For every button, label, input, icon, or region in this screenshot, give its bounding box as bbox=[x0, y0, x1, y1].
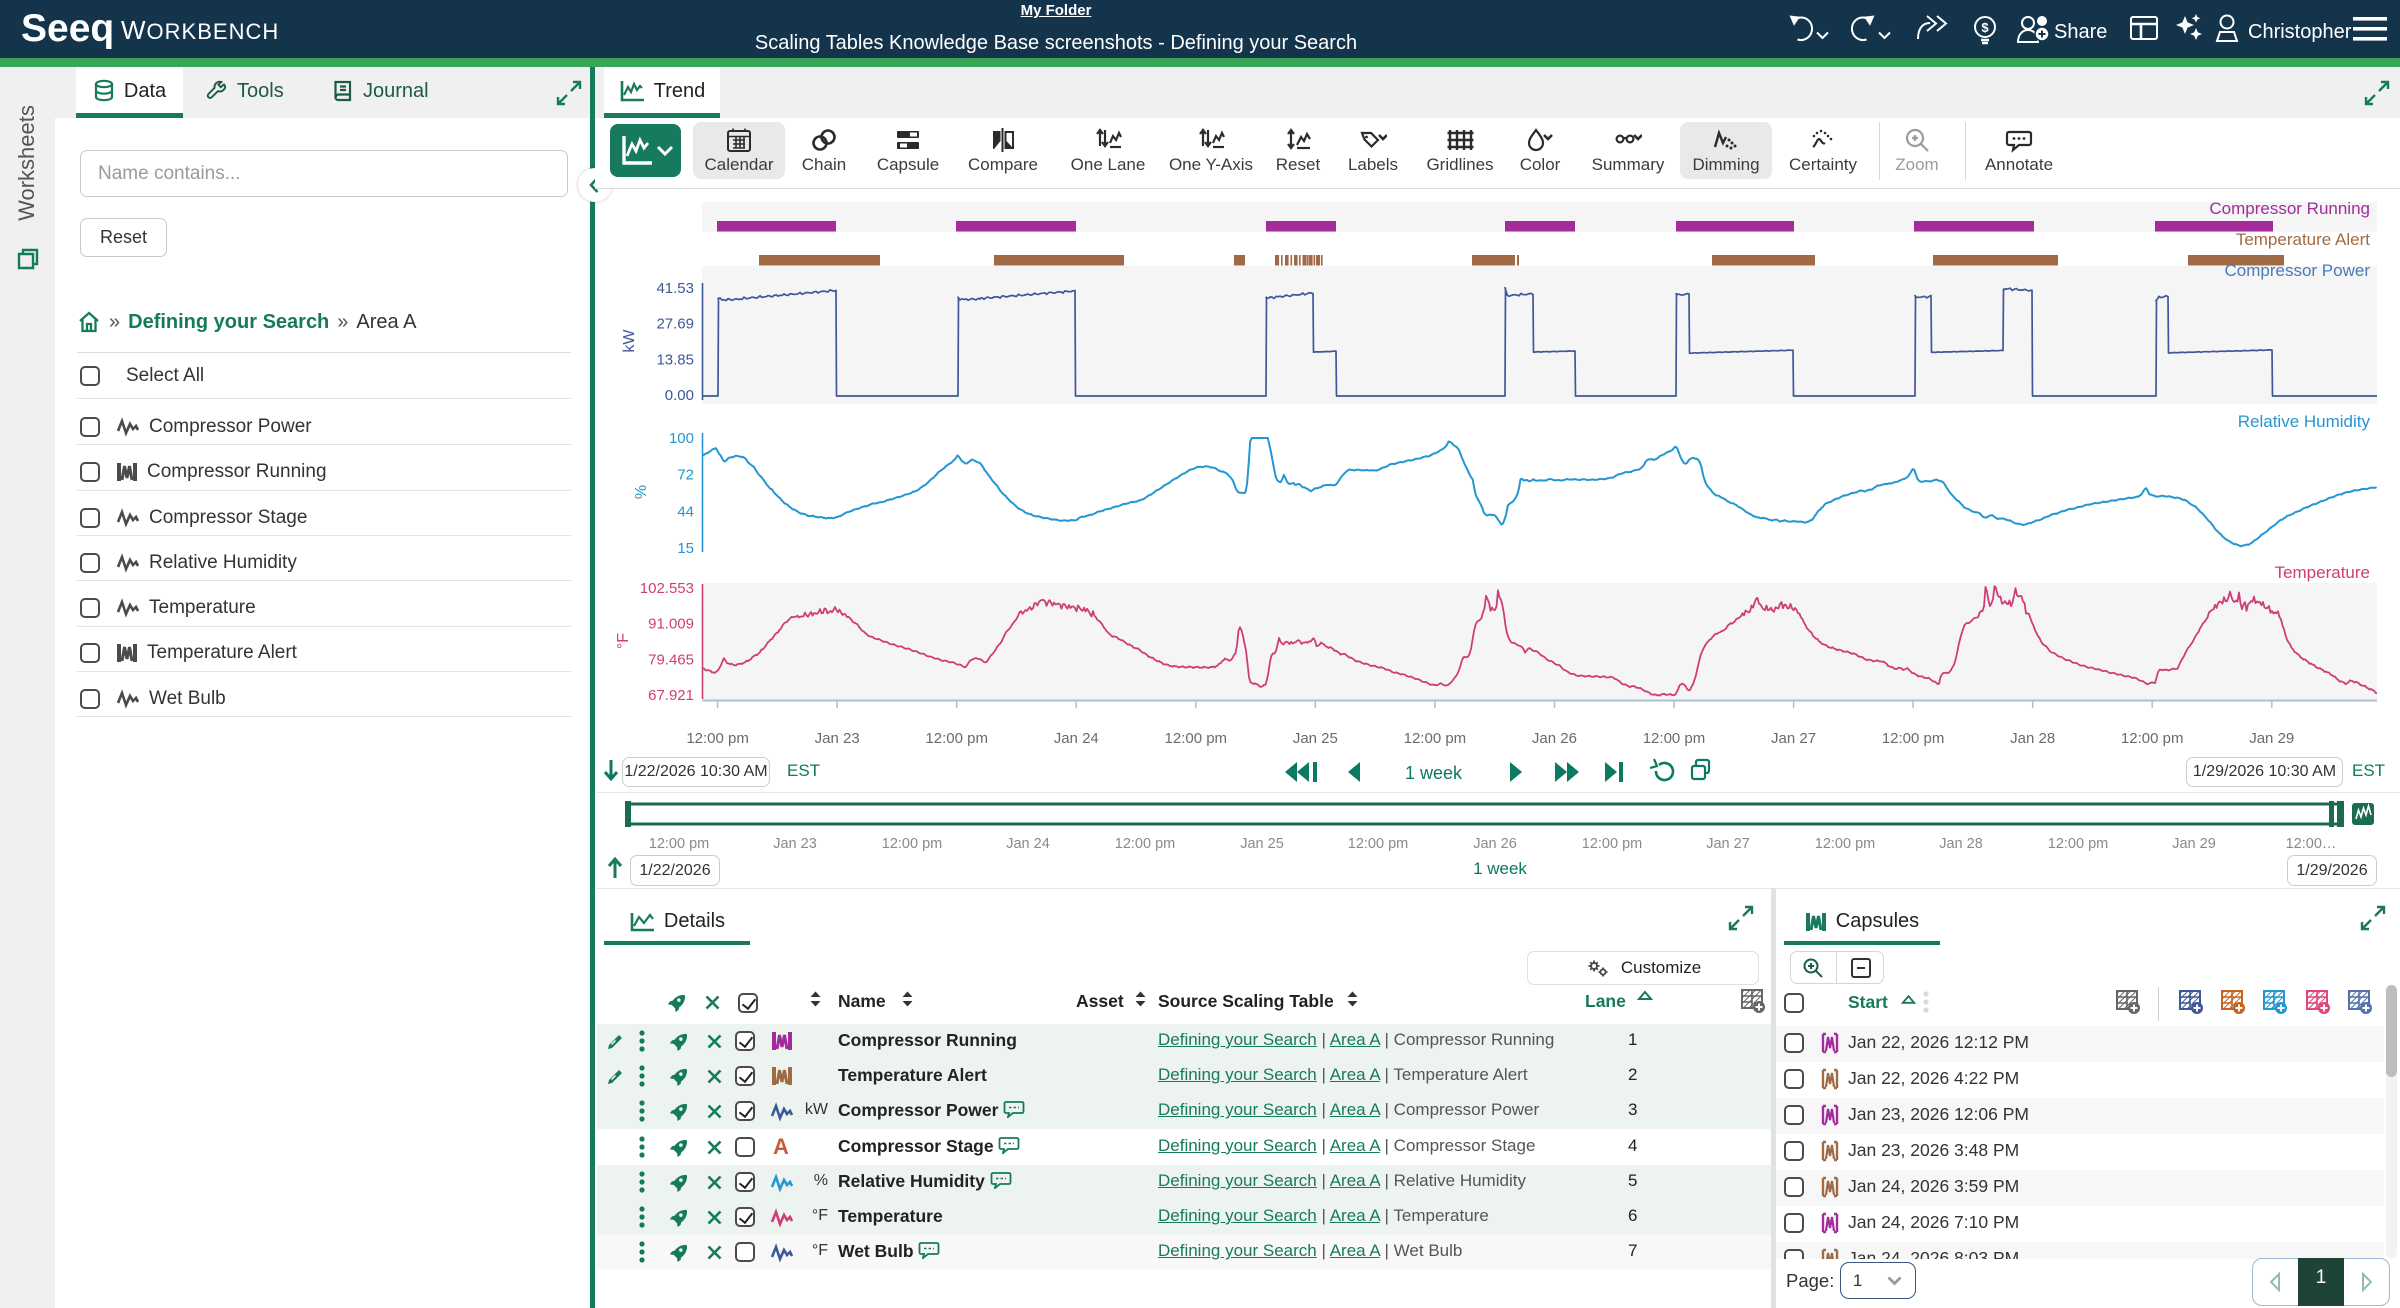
svg-text:Jan 28: Jan 28 bbox=[2010, 730, 2055, 747]
svg-text:12:00 pm: 12:00 pm bbox=[1404, 730, 1467, 747]
svg-text:12:00 pm: 12:00 pm bbox=[1882, 730, 1945, 747]
svg-text:Jan 26: Jan 26 bbox=[1473, 836, 1517, 852]
svg-text:°F: °F bbox=[615, 633, 632, 649]
svg-text:Jan 25: Jan 25 bbox=[1240, 836, 1284, 852]
svg-text:Jan 23: Jan 23 bbox=[815, 730, 860, 747]
svg-text:Jan 29: Jan 29 bbox=[2249, 730, 2294, 747]
svg-text:102.553: 102.553 bbox=[640, 580, 694, 597]
svg-text:kW: kW bbox=[621, 329, 638, 353]
svg-text:Jan 27: Jan 27 bbox=[1706, 836, 1750, 852]
svg-text:Share: Share bbox=[2054, 21, 2107, 43]
svg-text:Jan 25: Jan 25 bbox=[1293, 730, 1338, 747]
svg-text:1 week: 1 week bbox=[1405, 763, 1463, 783]
svg-text:27.69: 27.69 bbox=[656, 316, 694, 333]
svg-text:%: % bbox=[633, 485, 650, 499]
svg-text:100: 100 bbox=[669, 430, 694, 447]
svg-text:Jan 26: Jan 26 bbox=[1532, 730, 1577, 747]
svg-text:12:00 pm: 12:00 pm bbox=[1582, 836, 1642, 852]
svg-text:12:00 pm: 12:00 pm bbox=[1115, 836, 1175, 852]
svg-text:Jan 24: Jan 24 bbox=[1054, 730, 1099, 747]
svg-text:12:00 pm: 12:00 pm bbox=[649, 836, 709, 852]
svg-text:Christopher: Christopher bbox=[2248, 21, 2352, 43]
svg-text:Temperature: Temperature bbox=[2275, 563, 2370, 582]
svg-text:12:00 pm: 12:00 pm bbox=[925, 730, 988, 747]
svg-text:12:00 pm: 12:00 pm bbox=[882, 836, 942, 852]
svg-text:12:00 pm: 12:00 pm bbox=[1643, 730, 1706, 747]
svg-text:91.009: 91.009 bbox=[648, 616, 694, 633]
svg-text:72: 72 bbox=[677, 467, 694, 484]
svg-text:44: 44 bbox=[677, 503, 694, 520]
svg-text:41.53: 41.53 bbox=[656, 280, 694, 297]
svg-text:67.921: 67.921 bbox=[648, 687, 694, 704]
svg-text:$: $ bbox=[1981, 20, 1989, 35]
svg-text:12:00 pm: 12:00 pm bbox=[1348, 836, 1408, 852]
svg-text:12:00 pm: 12:00 pm bbox=[1165, 730, 1228, 747]
svg-text:12:00…: 12:00… bbox=[2286, 836, 2337, 852]
svg-text:12:00 pm: 12:00 pm bbox=[1815, 836, 1875, 852]
svg-text:Relative Humidity: Relative Humidity bbox=[2238, 412, 2371, 431]
svg-text:79.465: 79.465 bbox=[648, 651, 694, 668]
svg-text:Jan 24: Jan 24 bbox=[1006, 836, 1050, 852]
svg-text:Compressor Running: Compressor Running bbox=[2209, 199, 2370, 218]
svg-text:12:00 pm: 12:00 pm bbox=[2121, 730, 2184, 747]
svg-text:Compressor Power: Compressor Power bbox=[2225, 261, 2371, 280]
svg-text:Jan 23: Jan 23 bbox=[773, 836, 817, 852]
svg-text:Jan 29: Jan 29 bbox=[2172, 836, 2216, 852]
svg-text:Jan 27: Jan 27 bbox=[1771, 730, 1816, 747]
svg-text:Temperature Alert: Temperature Alert bbox=[2236, 230, 2370, 249]
svg-text:0.00: 0.00 bbox=[665, 387, 694, 404]
svg-text:Jan 28: Jan 28 bbox=[1939, 836, 1983, 852]
svg-text:12:00 pm: 12:00 pm bbox=[2048, 836, 2108, 852]
svg-text:15: 15 bbox=[677, 540, 694, 557]
svg-text:13.85: 13.85 bbox=[656, 351, 694, 368]
svg-text:12:00 pm: 12:00 pm bbox=[686, 730, 749, 747]
